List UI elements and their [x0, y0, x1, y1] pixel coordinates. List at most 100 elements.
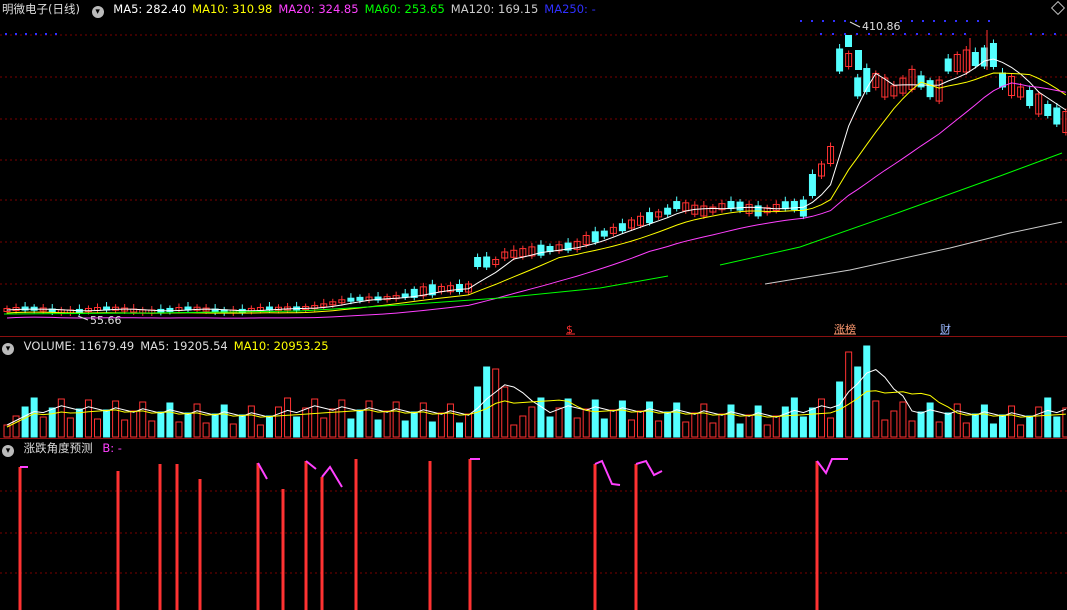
volume-bar — [664, 411, 672, 438]
candle-body — [591, 231, 599, 243]
volume-bar — [890, 410, 898, 438]
candle-body — [944, 58, 952, 72]
event-marker-1: 涨榜 — [834, 322, 856, 336]
angle-line — [305, 460, 317, 470]
chevron-down-icon[interactable]: ▾ — [91, 6, 104, 18]
candle-body — [827, 146, 835, 164]
candle-body — [727, 201, 735, 210]
ma250-point — [811, 20, 813, 22]
volume-bar — [682, 421, 690, 438]
volume-bar — [609, 409, 617, 438]
candle-body — [836, 48, 844, 72]
indicator-header: ▾ 涨跌角度预测 B: - — [0, 439, 128, 457]
candle-body — [320, 303, 328, 308]
candle-body — [564, 242, 572, 251]
candle-body — [962, 49, 970, 73]
candle-body — [664, 207, 672, 215]
ma250-point — [922, 20, 924, 22]
volume-bar — [727, 404, 735, 438]
chevron-down-icon[interactable]: ▾ — [2, 445, 14, 457]
volume-bar — [211, 413, 219, 438]
ma250-point — [35, 33, 37, 35]
volume-bar — [256, 424, 264, 438]
indicator-value: B: - — [102, 441, 122, 455]
volume-bar — [374, 419, 382, 438]
volume-bar — [600, 418, 608, 438]
candle-body — [374, 296, 382, 301]
panel-divider — [0, 438, 1067, 439]
angle-line — [816, 458, 848, 475]
candle-body — [419, 286, 427, 297]
candle-body — [510, 249, 518, 258]
ma250-point — [928, 33, 930, 35]
ma250-point — [955, 20, 957, 22]
ma60-line — [719, 152, 1063, 266]
volume-bar — [175, 421, 183, 438]
volume-bar — [1044, 397, 1052, 438]
ma250-point — [833, 20, 835, 22]
candle-body — [528, 246, 536, 257]
volume-panel[interactable]: ▾ VOLUME: 11679.49 MA5: 19205.54 MA10: 209… — [0, 337, 1067, 438]
volume-bar — [130, 410, 138, 438]
volume-bar — [75, 408, 83, 438]
ma250-point — [855, 20, 857, 22]
volume-header: ▾ VOLUME: 11679.49 MA5: 19205.54 MA10: 209… — [0, 337, 341, 355]
candle-body — [999, 72, 1006, 88]
volume-bar — [456, 422, 463, 438]
price-panel[interactable]: 明微电子(日线) ▾ MA5: 282.40 MA10: 310.98 MA20: … — [0, 0, 1067, 336]
candle-body — [555, 244, 563, 252]
candle-body — [428, 284, 436, 296]
candle-body — [845, 53, 853, 67]
candle-body — [537, 244, 545, 256]
ma250-point — [800, 20, 802, 22]
candle-body — [573, 240, 581, 250]
ma250-point — [880, 33, 882, 35]
candle-body — [492, 259, 500, 265]
panel-divider — [0, 336, 1067, 337]
volume-bar — [338, 399, 346, 438]
volume-bar — [12, 415, 20, 438]
ma250-point — [988, 20, 990, 22]
ma250-point — [933, 20, 935, 22]
volume-bar — [401, 420, 409, 438]
ma-label-0: MA5: 282.40 — [113, 2, 187, 16]
volume-bar — [1017, 424, 1025, 438]
angle-line — [321, 465, 343, 488]
volume-bar — [356, 409, 364, 438]
candle-body — [446, 285, 454, 293]
price-chart[interactable]: 410.86 55.66 $ 涨榜 财 — [0, 0, 1067, 336]
candle-body — [501, 251, 509, 259]
volume-bar — [790, 397, 798, 438]
high-price-pointer — [849, 21, 861, 28]
volume-bar — [899, 401, 907, 438]
volume-bar — [709, 422, 717, 438]
ma250-point — [15, 33, 17, 35]
volume-bar — [247, 405, 255, 438]
ma250-point — [952, 33, 954, 35]
volume-bar — [265, 415, 273, 438]
volume-bar — [528, 406, 536, 438]
candle-body — [890, 85, 898, 97]
indicator-chart[interactable] — [0, 439, 1067, 610]
candle-body — [926, 80, 934, 98]
chevron-down-icon[interactable]: ▾ — [2, 343, 14, 355]
indicator-panel[interactable]: ▾ 涨跌角度预测 B: - — [0, 439, 1067, 610]
ma250-point — [1030, 33, 1032, 35]
volume-chart[interactable] — [0, 337, 1067, 438]
ma10-line — [6, 72, 1067, 314]
volume-bar — [781, 406, 789, 438]
volume-bar — [1026, 415, 1034, 438]
volume-bar — [573, 417, 581, 438]
volume-bar — [980, 404, 988, 438]
volume-bar — [718, 413, 726, 438]
candle-body — [899, 77, 907, 94]
volume-bar — [1062, 407, 1067, 438]
volume-bar — [655, 420, 663, 438]
volume-bar — [112, 400, 120, 438]
low-price-pointer — [77, 315, 89, 321]
volume-bar — [618, 400, 626, 438]
volume-label-2: MA10: 20953.25 — [233, 339, 329, 353]
ma250-point — [892, 33, 894, 35]
candle-body — [863, 68, 871, 93]
candle-body — [1044, 104, 1052, 116]
